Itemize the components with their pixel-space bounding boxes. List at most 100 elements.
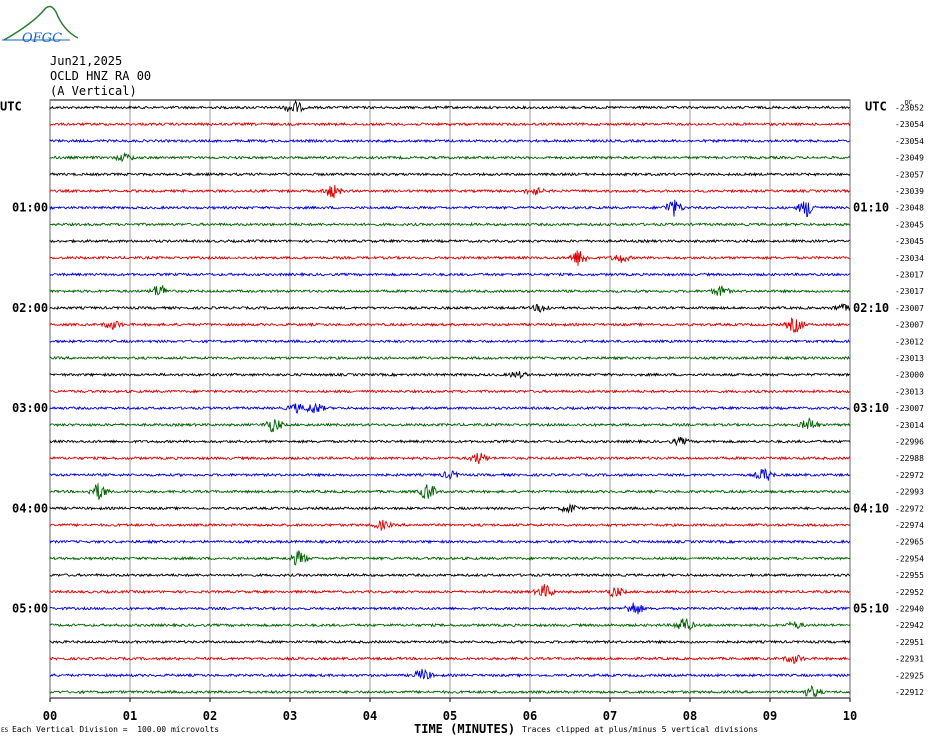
trace-offset-label: -23013 (895, 354, 924, 363)
x-tick-label: 00 (43, 709, 57, 723)
x-tick-label: 02 (203, 709, 217, 723)
seismic-trace (49, 668, 851, 680)
x-tick-label: 01 (123, 709, 137, 723)
seismic-trace (49, 271, 851, 278)
seismic-trace (49, 238, 851, 244)
trace-offset-label: -22954 (895, 554, 924, 563)
dc-label: DC (905, 100, 913, 107)
trace-offset-label: -22972 (895, 504, 924, 513)
seismic-trace (49, 317, 851, 334)
left-hour-label: 04:00 (12, 501, 48, 515)
scale-note: Each Vertical Division = 100.00 microvol… (12, 725, 220, 734)
right-hour-label: 03:10 (853, 401, 889, 415)
seismic-trace (49, 151, 851, 163)
seismic-trace (49, 654, 851, 665)
channel-name: (A Vertical) (50, 84, 137, 98)
seismic-trace (49, 99, 851, 113)
trace-offset-label: -23007 (895, 404, 924, 413)
seismic-trace (49, 539, 851, 545)
trace-offset-label: -23049 (895, 154, 924, 163)
trace-offset-label: -23000 (895, 371, 924, 380)
seismic-trace (49, 199, 851, 218)
right-timezone-label: UTC (865, 100, 887, 114)
trace-offset-label: -23045 (895, 237, 924, 246)
seismic-trace (49, 519, 851, 532)
seismic-trace (49, 171, 851, 177)
trace-offset-label: -22931 (895, 655, 924, 664)
seismic-trace (49, 639, 851, 645)
chart-date: Jun21,2025 (50, 54, 123, 68)
trace-offset-label: -23057 (895, 170, 924, 179)
x-tick-label: 07 (603, 709, 617, 723)
trace-offset-label: -23017 (895, 271, 924, 280)
seismic-trace (49, 452, 851, 465)
seismic-trace (49, 184, 851, 199)
seismic-trace (49, 684, 851, 698)
trace-offset-label: -23048 (895, 204, 924, 213)
seismic-trace (49, 617, 851, 632)
trace-offset-label: -23052 (895, 104, 924, 113)
seismic-trace (49, 355, 851, 361)
seismic-trace (49, 388, 851, 394)
clip-note: Traces clipped at plus/minus 5 vertical … (522, 725, 759, 734)
x-tick-label: 08 (683, 709, 697, 723)
footer-small-mark: ES (1, 727, 9, 734)
trace-offset-label: -23007 (895, 321, 924, 330)
trace-offset-label: -23045 (895, 220, 924, 229)
seismic-trace (49, 436, 851, 447)
seismic-trace (49, 602, 851, 615)
left-hour-label: 05:00 (12, 602, 48, 616)
right-hour-label: 01:10 (853, 201, 889, 215)
trace-offset-label: -23013 (895, 387, 924, 396)
trace-offset-label: -23007 (895, 304, 924, 313)
seismic-trace (49, 584, 851, 598)
x-axis-title: TIME (MINUTES) (414, 722, 516, 736)
trace-offset-label: -22993 (895, 488, 924, 497)
seismic-trace (49, 416, 851, 433)
trace-offset-label: -23054 (895, 120, 924, 129)
seismic-trace (49, 572, 851, 578)
trace-offset-label: -23017 (895, 287, 924, 296)
seismic-trace (49, 502, 851, 514)
seismic-trace (49, 121, 851, 127)
x-tick-label: 10 (843, 709, 857, 723)
seismic-trace (49, 338, 851, 344)
station-code: OCLD HNZ RA 00 (50, 69, 152, 83)
seismic-trace (49, 371, 851, 380)
ofgc-logo: OFGC (2, 5, 79, 46)
left-hour-label: 03:00 (12, 401, 48, 415)
seismic-trace (49, 303, 851, 313)
trace-offset-label: -23054 (895, 137, 924, 146)
trace-offset-label: -22996 (895, 438, 924, 447)
left-hour-label: 01:00 (12, 201, 48, 215)
seismic-trace (49, 221, 851, 227)
trace-offset-label: -23039 (895, 187, 924, 196)
trace-offset-label: -22952 (895, 588, 924, 597)
left-hour-label: 02:00 (12, 301, 48, 315)
trace-offset-label: -23012 (895, 337, 924, 346)
seismic-trace (49, 138, 851, 144)
trace-offset-label: -22942 (895, 621, 924, 630)
right-hour-label: 04:10 (853, 501, 889, 515)
x-tick-label: 06 (523, 709, 537, 723)
left-timezone-label: UTC (0, 100, 22, 114)
trace-offset-label: -22925 (895, 671, 924, 680)
trace-offset-label: -22912 (895, 688, 924, 697)
x-tick-label: 04 (363, 709, 377, 723)
right-hour-label: 02:10 (853, 301, 889, 315)
x-tick-label: 09 (763, 709, 777, 723)
seismic-trace (49, 284, 851, 296)
trace-offset-label: -22988 (895, 454, 924, 463)
seismic-trace (49, 402, 851, 415)
seismic-trace (49, 483, 851, 500)
seismic-trace (49, 550, 851, 566)
trace-offset-label: -23014 (895, 421, 924, 430)
trace-offset-label: -23034 (895, 254, 924, 263)
trace-offset-label: -22974 (895, 521, 924, 530)
trace-offset-label: -22972 (895, 471, 924, 480)
trace-offset-label: -22955 (895, 571, 924, 580)
seismic-trace (49, 467, 851, 481)
x-tick-label: 05 (443, 709, 457, 723)
seismic-trace (49, 250, 851, 266)
